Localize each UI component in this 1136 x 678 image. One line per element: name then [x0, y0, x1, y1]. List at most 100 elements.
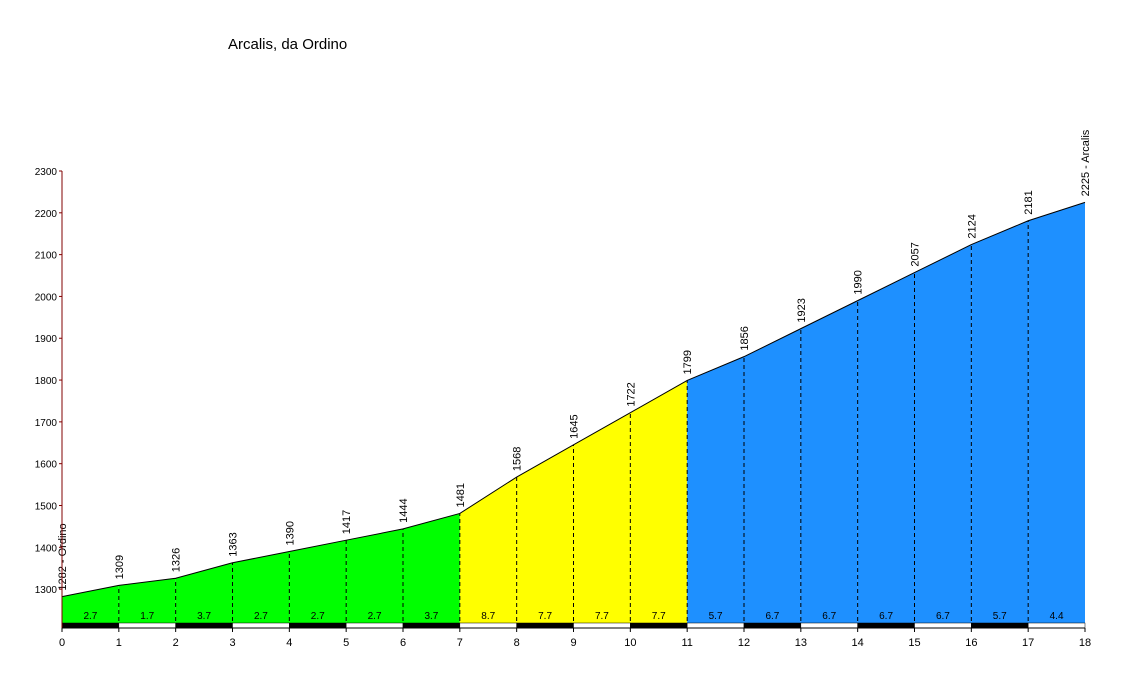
x-tick-label: 13 — [795, 637, 807, 649]
segment-area — [62, 585, 119, 628]
elevation-label: 2124 — [966, 214, 978, 238]
elevation-label: 1444 — [398, 498, 410, 522]
strip — [686, 622, 745, 629]
segment-area — [346, 528, 403, 628]
gradient-label: 3.7 — [424, 611, 438, 622]
segment-area — [687, 356, 744, 628]
strip — [345, 622, 404, 629]
x-tick-label: 16 — [965, 637, 977, 649]
y-tick-label: 1900 — [35, 334, 58, 345]
x-tick-label: 14 — [852, 637, 864, 649]
x-tick-label: 3 — [229, 637, 235, 649]
segment-area — [857, 272, 915, 628]
segment-area — [573, 412, 631, 628]
gradient-label: 7.7 — [538, 611, 552, 622]
strip — [459, 622, 517, 629]
gradient-label: 2.7 — [368, 611, 382, 622]
strip — [61, 622, 120, 629]
gradient-label: 2.7 — [254, 611, 268, 622]
segment-area — [289, 540, 347, 628]
gradient-label: 3.7 — [197, 611, 211, 622]
elevation-label: 1645 — [569, 414, 581, 438]
chart-title: Arcalis, da Ordino — [228, 36, 347, 53]
elevation-label: 1309 — [114, 555, 126, 579]
y-tick-label: 1300 — [35, 585, 58, 596]
segment-area — [914, 244, 972, 628]
x-tick-label: 11 — [681, 637, 692, 649]
profile-line — [61, 201, 1086, 598]
x-tick-label: 10 — [624, 637, 636, 649]
x-tick-label: 6 — [400, 637, 406, 649]
elevation-label: 1990 — [853, 270, 865, 294]
x-tick-label: 1 — [116, 637, 122, 649]
segment-area — [800, 300, 858, 628]
elevation-label: 1363 — [228, 532, 240, 556]
gradient-label: 7.7 — [652, 611, 666, 622]
gradient-label: 2.7 — [311, 611, 325, 622]
segment-area — [403, 513, 460, 628]
strip — [971, 622, 1029, 629]
strip — [914, 622, 972, 629]
elevation-label: 1282 - Ordino — [57, 523, 69, 590]
x-tick-label: 17 — [1022, 637, 1034, 649]
gradient-label: 7.7 — [595, 611, 609, 622]
strip — [232, 622, 290, 629]
gradient-label: 8.7 — [481, 611, 495, 622]
y-tick-label: 2100 — [35, 251, 58, 262]
segment-area — [232, 551, 290, 628]
strip — [800, 622, 858, 629]
elevation-label: 1568 — [512, 447, 524, 471]
y-tick-label: 1400 — [35, 543, 58, 554]
elevation-label: 2225 - Arcalis — [1080, 129, 1092, 196]
elevation-label: 1326 — [171, 548, 183, 572]
gradient-label: 5.7 — [993, 611, 1007, 622]
elevation-label: 1856 — [739, 326, 751, 350]
x-tick-label: 15 — [908, 637, 920, 649]
elevation-label: 1923 — [796, 298, 808, 322]
elevation-label: 1390 — [284, 521, 296, 545]
y-tick-label: 2000 — [35, 292, 58, 303]
strip — [1027, 622, 1086, 629]
segment-area — [118, 578, 176, 628]
segment-area — [459, 477, 517, 628]
x-tick-label: 7 — [457, 637, 463, 649]
gradient-label: 4.4 — [1050, 611, 1064, 622]
segment-area — [175, 562, 233, 628]
strip — [402, 622, 461, 629]
y-tick-label: 1700 — [35, 418, 58, 429]
x-tick-label: 4 — [286, 637, 292, 649]
gradient-label: 6.7 — [765, 611, 779, 622]
y-tick-label: 2200 — [35, 209, 58, 220]
y-tick-label: 2300 — [35, 167, 58, 178]
gradient-label: 1.7 — [140, 611, 154, 622]
gradient-label: 6.7 — [936, 611, 950, 622]
strip — [289, 622, 347, 629]
x-tick-label: 2 — [173, 637, 179, 649]
gradient-label: 2.7 — [83, 611, 97, 622]
gradient-label: 6.7 — [879, 611, 893, 622]
y-tick-label: 1600 — [35, 460, 58, 471]
x-tick-label: 12 — [738, 637, 750, 649]
strip — [118, 622, 176, 629]
segment-area — [744, 328, 801, 628]
gradient-label: 6.7 — [822, 611, 836, 622]
segment-area — [971, 220, 1029, 628]
x-tick-label: 8 — [514, 637, 520, 649]
elevation-label: 2057 — [910, 242, 922, 266]
segment-area — [516, 444, 574, 628]
strip — [743, 622, 802, 629]
strip — [175, 622, 233, 629]
strip — [630, 622, 688, 629]
strip — [516, 622, 574, 629]
x-tick-label: 9 — [570, 637, 576, 649]
y-tick-label: 1800 — [35, 376, 58, 387]
strip — [573, 622, 631, 629]
elevation-label: 1417 — [341, 510, 353, 534]
gradient-label: 5.7 — [709, 611, 723, 622]
x-tick-label: 0 — [59, 637, 65, 649]
x-tick-label: 18 — [1079, 637, 1091, 649]
elevation-label: 1481 — [455, 483, 467, 507]
elevation-label: 1722 — [625, 382, 637, 406]
x-tick-label: 5 — [343, 637, 349, 649]
